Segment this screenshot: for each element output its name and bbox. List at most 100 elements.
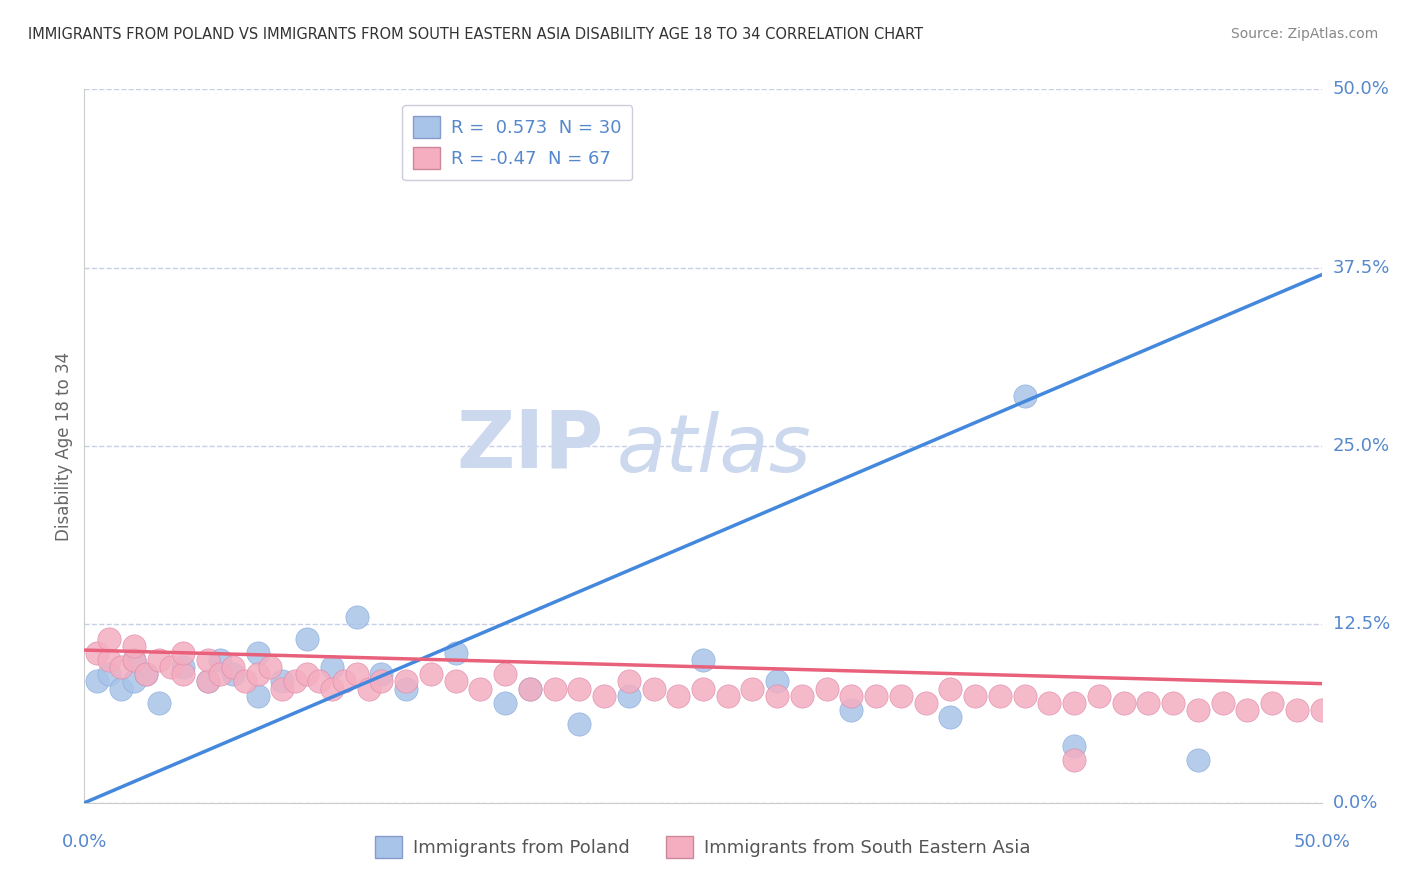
Point [98, 667, 121, 681]
Point [519, 681, 541, 696]
Point [233, 674, 256, 689]
Point [370, 667, 392, 681]
Point [1261, 696, 1284, 710]
Point [1161, 696, 1184, 710]
Point [666, 689, 689, 703]
Point [617, 689, 640, 703]
Point [122, 653, 145, 667]
Point [197, 674, 219, 689]
Point [346, 610, 368, 624]
Point [568, 717, 591, 731]
Text: 50.0%: 50.0% [1294, 833, 1350, 851]
Point [766, 689, 789, 703]
Point [246, 689, 269, 703]
Point [222, 667, 245, 681]
Text: 37.5%: 37.5% [1333, 259, 1391, 277]
Point [841, 689, 863, 703]
Point [321, 660, 343, 674]
Point [841, 703, 863, 717]
Point [741, 681, 763, 696]
Point [1063, 753, 1085, 767]
Point [148, 653, 170, 667]
Point [965, 689, 987, 703]
Point [890, 689, 912, 703]
Text: Source: ZipAtlas.com: Source: ZipAtlas.com [1230, 27, 1378, 41]
Point [271, 674, 294, 689]
Point [148, 696, 170, 710]
Text: ZIP: ZIP [457, 407, 605, 485]
Point [1112, 696, 1135, 710]
Point [766, 674, 789, 689]
Point [1187, 703, 1209, 717]
Point [1063, 739, 1085, 753]
Point [1310, 703, 1333, 717]
Point [271, 681, 294, 696]
Point [1212, 696, 1234, 710]
Point [543, 681, 565, 696]
Point [110, 681, 132, 696]
Legend: Immigrants from Poland, Immigrants from South Eastern Asia: Immigrants from Poland, Immigrants from … [368, 829, 1038, 865]
Point [1038, 696, 1060, 710]
Point [295, 632, 318, 646]
Point [494, 696, 516, 710]
Point [939, 710, 962, 724]
Point [135, 667, 157, 681]
Point [110, 660, 132, 674]
Point [357, 681, 380, 696]
Point [939, 681, 962, 696]
Point [122, 653, 145, 667]
Point [209, 667, 232, 681]
Point [86, 646, 108, 660]
Point [197, 674, 219, 689]
Point [1014, 389, 1036, 403]
Point [98, 653, 121, 667]
Text: IMMIGRANTS FROM POLAND VS IMMIGRANTS FROM SOUTH EASTERN ASIA DISABILITY AGE 18 T: IMMIGRANTS FROM POLAND VS IMMIGRANTS FRO… [28, 27, 924, 42]
Text: 25.0%: 25.0% [1333, 437, 1391, 455]
Point [246, 646, 269, 660]
Point [815, 681, 838, 696]
Point [494, 667, 516, 681]
Point [172, 646, 194, 660]
Point [395, 681, 418, 696]
Point [246, 667, 269, 681]
Point [617, 674, 640, 689]
Point [209, 653, 232, 667]
Point [1285, 703, 1308, 717]
Point [395, 674, 418, 689]
Point [1187, 753, 1209, 767]
Point [308, 674, 330, 689]
Text: atlas: atlas [616, 410, 811, 489]
Point [790, 689, 813, 703]
Point [1137, 696, 1160, 710]
Point [122, 674, 145, 689]
Point [197, 653, 219, 667]
Point [1014, 689, 1036, 703]
Point [160, 660, 183, 674]
Point [321, 681, 343, 696]
Point [172, 667, 194, 681]
Point [419, 667, 441, 681]
Point [333, 674, 356, 689]
Point [259, 660, 281, 674]
Point [865, 689, 887, 703]
Text: 50.0%: 50.0% [1333, 80, 1389, 98]
Point [692, 653, 714, 667]
Point [470, 681, 492, 696]
Point [988, 689, 1011, 703]
Point [1063, 696, 1085, 710]
Text: 0.0%: 0.0% [62, 833, 107, 851]
Point [568, 681, 591, 696]
Text: 12.5%: 12.5% [1333, 615, 1391, 633]
Point [284, 674, 307, 689]
Point [135, 667, 157, 681]
Point [346, 667, 368, 681]
Point [444, 646, 467, 660]
Point [717, 689, 740, 703]
Y-axis label: Disability Age 18 to 34: Disability Age 18 to 34 [55, 351, 73, 541]
Point [593, 689, 616, 703]
Point [444, 674, 467, 689]
Point [692, 681, 714, 696]
Point [172, 660, 194, 674]
Point [122, 639, 145, 653]
Point [222, 660, 245, 674]
